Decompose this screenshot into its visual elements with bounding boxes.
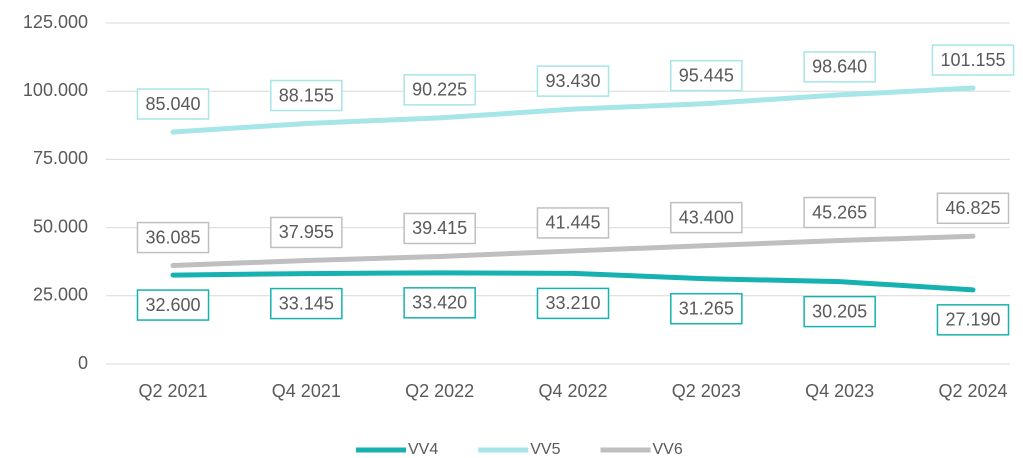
data-label: 95.445 — [670, 59, 743, 92]
data-label-text: 45.265 — [812, 202, 867, 222]
x-tick-label: Q2 2024 — [938, 381, 1007, 401]
data-label-text: 85.040 — [145, 94, 200, 114]
data-label: 33.210 — [536, 287, 610, 320]
y-tick-label: 0 — [78, 353, 88, 373]
data-label-text: 88.155 — [279, 85, 334, 105]
data-label-text: 30.205 — [812, 301, 867, 321]
data-label-box — [670, 59, 743, 92]
data-label-text: 95.445 — [679, 65, 734, 85]
series-line — [170, 85, 976, 135]
data-label: 27.190 — [936, 304, 1010, 336]
data-label: 93.430 — [536, 65, 610, 97]
data-label-box — [936, 192, 1010, 225]
series-line — [170, 270, 976, 293]
data-label-box — [136, 88, 210, 120]
data-label-box — [931, 44, 1015, 76]
y-tick-label: 75.000 — [33, 148, 88, 168]
x-tick-label: Q2 2023 — [672, 381, 741, 401]
data-label-text: 33.420 — [412, 293, 467, 313]
y-tick-label: 125.000 — [23, 12, 88, 32]
data-label-text: 41.445 — [545, 213, 600, 233]
data-label-text: 37.955 — [279, 222, 334, 242]
data-label-box — [670, 201, 743, 234]
data-label: 85.040 — [136, 88, 210, 120]
data-label-box — [136, 221, 210, 254]
data-label: 90.225 — [403, 74, 476, 106]
legend-label: VV6 — [653, 441, 683, 458]
data-label-text: 90.225 — [412, 80, 467, 100]
data-label-box — [536, 287, 610, 320]
data-label-box — [270, 287, 343, 320]
data-label: 46.825 — [936, 192, 1010, 225]
x-tick-label: Q2 2022 — [405, 381, 474, 401]
x-tick-label: Q4 2022 — [538, 381, 607, 401]
data-label: 101.155 — [931, 44, 1015, 76]
data-label: 41.445 — [536, 207, 610, 239]
data-label: 37.955 — [270, 216, 343, 249]
data-label-text: 33.145 — [279, 293, 334, 313]
data-label-text: 33.210 — [545, 293, 600, 313]
data-label: 33.145 — [270, 287, 343, 320]
legend-label: VV5 — [530, 441, 560, 458]
data-label: 88.155 — [270, 79, 343, 112]
legend-label: VV4 — [408, 441, 438, 458]
data-label-text: 46.825 — [945, 198, 1000, 218]
data-label: 45.265 — [803, 196, 876, 229]
data-label-box — [670, 292, 743, 325]
y-tick-label: 25.000 — [33, 285, 88, 305]
data-label-text: 27.190 — [945, 310, 1000, 330]
data-label-text: 39.415 — [412, 218, 467, 238]
data-label-text: 31.265 — [679, 298, 734, 318]
y-tick-label: 50.000 — [33, 216, 88, 236]
x-tick-label: Q4 2023 — [805, 381, 874, 401]
data-label-box — [936, 304, 1010, 336]
data-label: 31.265 — [670, 292, 743, 325]
data-label: 39.415 — [403, 212, 476, 245]
x-tick-label: Q2 2021 — [138, 381, 207, 401]
data-label: 32.600 — [136, 289, 210, 321]
data-label-box — [270, 79, 343, 112]
data-label-box — [803, 196, 876, 229]
data-label: 98.640 — [803, 51, 876, 83]
data-label-box — [803, 51, 876, 83]
data-label-box — [536, 207, 610, 239]
data-label-text: 98.640 — [812, 57, 867, 77]
data-label-box — [270, 216, 343, 249]
data-label-box — [536, 65, 610, 97]
data-label-text: 93.430 — [545, 71, 600, 91]
data-label-box — [403, 74, 476, 106]
data-label-box — [403, 212, 476, 245]
legend: VV4 VV5 VV6 — [356, 441, 683, 458]
data-label-box — [403, 287, 476, 319]
data-label: 43.400 — [670, 201, 743, 234]
y-tick-label: 100.000 — [23, 80, 88, 100]
series-line — [170, 233, 976, 269]
data-label: 36.085 — [136, 221, 210, 254]
x-tick-label: Q4 2021 — [272, 381, 341, 401]
data-label-text: 36.085 — [145, 227, 200, 247]
data-label: 33.420 — [403, 287, 476, 319]
data-label-box — [136, 289, 210, 321]
data-label-text: 43.400 — [679, 207, 734, 227]
data-label-text: 101.155 — [940, 50, 1005, 70]
data-label-box — [803, 295, 876, 328]
data-label: 30.205 — [803, 295, 876, 328]
data-label-text: 32.600 — [145, 295, 200, 315]
